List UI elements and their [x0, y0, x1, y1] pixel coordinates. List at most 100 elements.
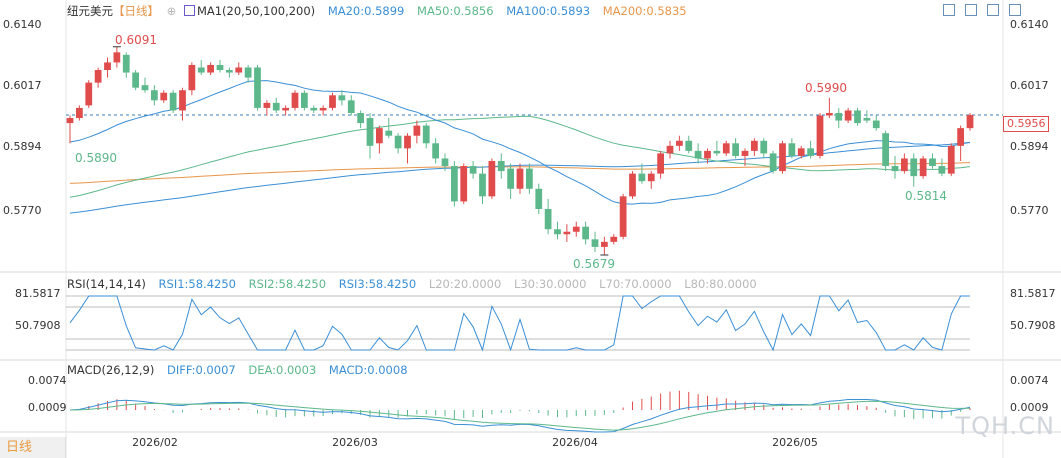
candle-body [497, 160, 505, 172]
candle-body [235, 67, 243, 73]
candle-body [141, 85, 149, 91]
candle-body [826, 112, 833, 116]
candle-body [657, 153, 664, 174]
rsi-panel [66, 295, 970, 352]
expand-icon[interactable] [943, 4, 955, 16]
candle-body [807, 148, 814, 156]
candle-body [919, 158, 927, 177]
ma20-value: MA20:0.5899 [327, 4, 405, 18]
candle-body [385, 130, 393, 136]
ma50-value: MA50:0.5856 [417, 4, 494, 18]
candle-body [338, 95, 346, 101]
candle-body [816, 115, 824, 156]
candle-body [797, 148, 805, 156]
candle-body [394, 135, 402, 149]
candle-body [319, 107, 327, 111]
candle-body [469, 166, 477, 174]
high-annotation: 0.5990 [805, 81, 847, 95]
candle-body [526, 168, 533, 189]
candle-body [85, 82, 93, 106]
candle-body [310, 107, 318, 111]
candle-body [451, 166, 458, 202]
expand-indicator-icon[interactable]: ⊕ [166, 4, 177, 18]
macd-tick-left: 0.0009 [28, 401, 67, 414]
settings-icon[interactable] [1009, 4, 1021, 16]
candle-body [207, 64, 214, 73]
macd-label[interactable]: MACD(26,12,9) [67, 363, 155, 377]
candle-body [741, 150, 749, 156]
candle-body [676, 140, 683, 146]
candle-body [272, 102, 280, 111]
candle-body [263, 102, 271, 108]
maximize-icon[interactable] [987, 4, 999, 16]
candle-body [216, 64, 224, 71]
candle-body [404, 135, 411, 149]
candle-body [160, 92, 168, 101]
rsi1-value: RSI1:58.4250 [158, 277, 236, 291]
candle-body [872, 120, 880, 129]
candle-body [760, 140, 768, 154]
candle-body [432, 143, 439, 159]
candle-body [188, 64, 196, 91]
rsi-line [69, 295, 970, 352]
price-tick-left: 0.5894 [3, 140, 42, 153]
candle-body [422, 125, 430, 144]
candle-body [694, 150, 702, 159]
candle-body [226, 70, 233, 73]
candle-body [544, 209, 552, 230]
candle-body [619, 196, 627, 237]
period-tag[interactable]: 【日线】 [113, 4, 159, 18]
macd-legend: MACD(26,12,9) DIFF:0.0007 DEA:0.0003 MAC… [67, 363, 417, 377]
macd-value: MACD:0.0008 [328, 363, 408, 377]
rsi-tick-left: 81.5817 [15, 287, 61, 300]
l20-value: L20:20.0000 [428, 277, 502, 291]
ma-label[interactable]: MA1(20,50,100,200) [196, 4, 316, 18]
candle-body [863, 118, 871, 121]
candle-body [376, 128, 383, 144]
candle-body [582, 226, 589, 240]
candle-body [76, 107, 83, 119]
candle-body [769, 153, 777, 172]
candle-body [479, 173, 486, 197]
candle-body [882, 133, 889, 167]
candle-body [535, 188, 543, 209]
collapse-icon[interactable] [965, 4, 977, 16]
candle-body [601, 241, 608, 247]
candle-body [751, 140, 758, 151]
symbol-label: 纽元美元 [67, 4, 113, 18]
candle-body [638, 173, 646, 182]
candle-body [957, 128, 964, 146]
candle-body [722, 143, 730, 154]
candle-body [169, 92, 177, 111]
x-tick: 2026/04 [552, 436, 598, 449]
rsi-label[interactable]: RSI(14,14,14) [67, 277, 146, 291]
candle-body [516, 168, 524, 189]
candle-body [938, 166, 946, 174]
candle-body [113, 52, 121, 63]
ma50-line [69, 115, 971, 198]
candle-body [929, 158, 936, 167]
low-annotation: 0.5814 [905, 189, 947, 203]
price-tick-right: 0.6140 [1010, 18, 1049, 31]
price-tick-right: 0.5770 [1010, 204, 1049, 217]
annotation-marks [112, 46, 609, 256]
l80-value: L80:80.0000 [684, 277, 757, 291]
diff-value: DIFF:0.0007 [167, 363, 236, 377]
candle-body [254, 67, 261, 108]
candle-body [563, 231, 571, 235]
rsi-tick-left: 50.7908 [15, 319, 61, 332]
price-tick-right: 0.6017 [1010, 79, 1049, 92]
candle-body [151, 90, 158, 101]
candle-body [291, 92, 299, 108]
candle-body [460, 166, 468, 202]
last-price-tag: 0.5956 [1003, 116, 1049, 132]
candle-body [947, 145, 955, 174]
candle-body [179, 90, 186, 111]
price-tick-right: 0.5894 [1010, 140, 1049, 153]
candle-body [610, 236, 618, 242]
candle-body [441, 158, 449, 167]
period-button[interactable]: 日线 [0, 437, 66, 458]
candle-body [366, 118, 374, 146]
main-legend: 纽元美元【日线】 ⊕ MA1(20,50,100,200) MA20:0.589… [67, 3, 696, 19]
